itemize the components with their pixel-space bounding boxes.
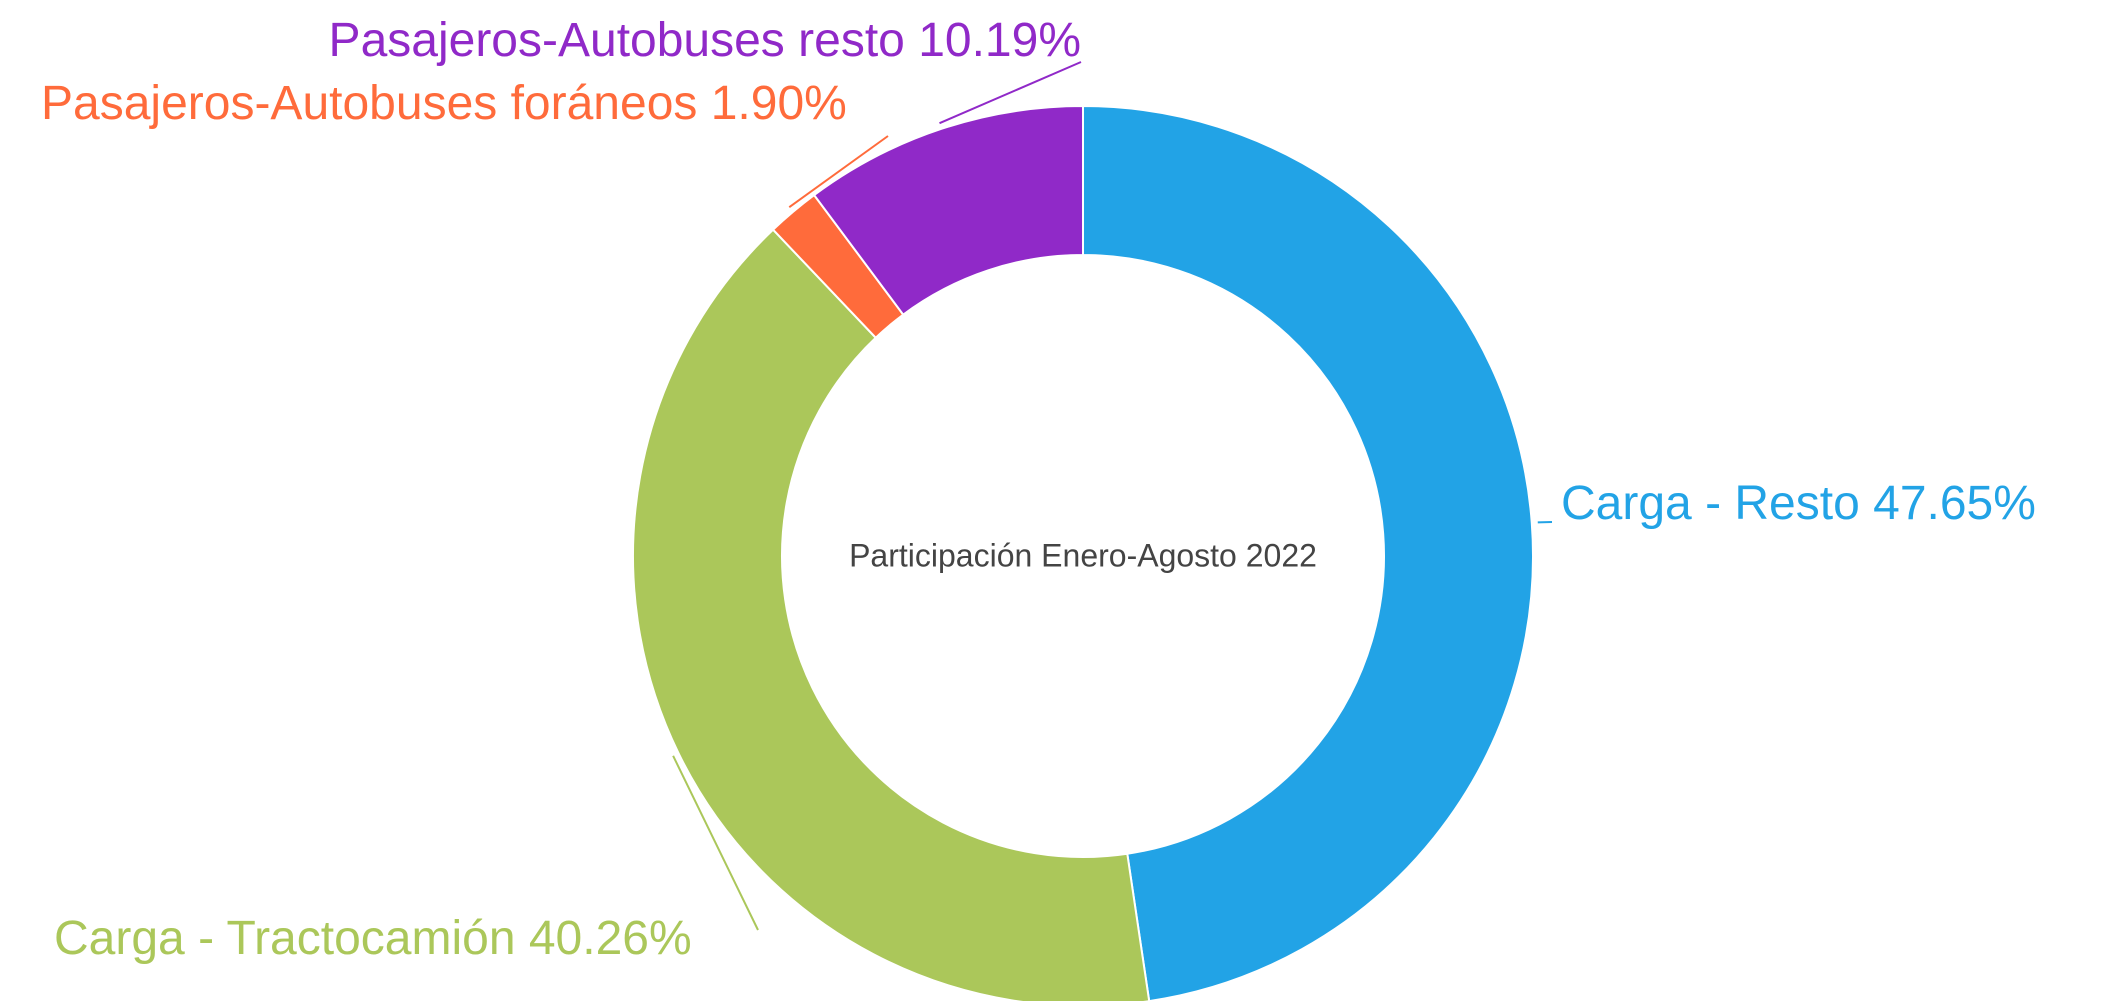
slice-label-value: 47.65%: [1873, 477, 2036, 530]
donut-segment: [1082, 104, 1534, 1001]
donut-segment: [812, 104, 1084, 317]
chart-title: Participación Enero-Agosto 2022: [849, 537, 1317, 573]
slice-label: Carga - Resto 47.65%: [1561, 477, 2036, 530]
slice-label-value: 40.26%: [529, 912, 692, 965]
slice-label-value: 1.90%: [711, 77, 847, 130]
slice-label-name: Carga - Resto: [1561, 477, 1860, 530]
slice-label: Pasajeros-Autobuses resto 10.19%: [329, 14, 1081, 67]
donut-segment: [632, 228, 1151, 1001]
leader-line: [939, 61, 1082, 125]
slice-label-value: 10.19%: [918, 14, 1081, 67]
slice-label: Carga - Tractocamión 40.26%: [54, 912, 692, 965]
slice-label-name: Pasajeros-Autobuses resto: [329, 14, 905, 67]
slice-label: Pasajeros-Autobuses foráneos 1.90%: [41, 77, 847, 130]
slice-label-name: Carga - Tractocamión: [54, 912, 516, 965]
slice-label-name: Pasajeros-Autobuses foráneos: [41, 77, 697, 130]
leader-line: [788, 135, 889, 209]
leader-line: [672, 755, 759, 931]
